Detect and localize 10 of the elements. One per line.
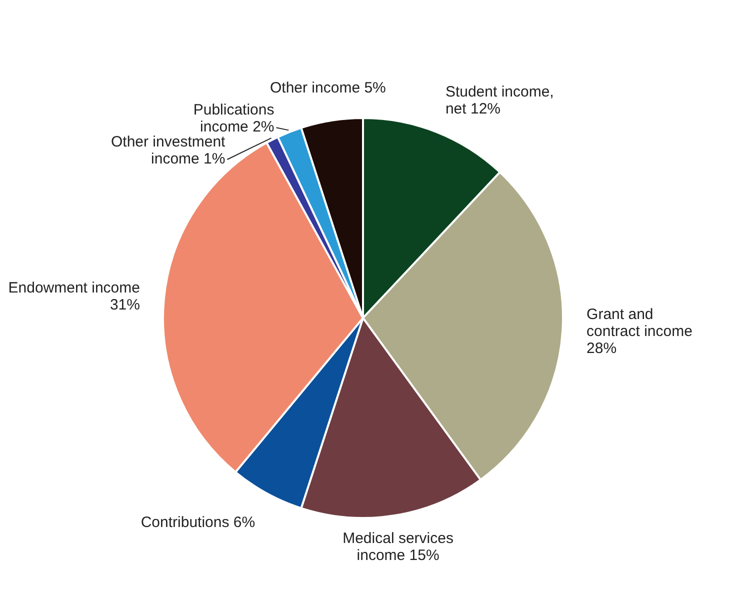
data-label: 31% [110, 296, 140, 314]
slice-label: Other investment income 1% [111, 133, 226, 168]
slice-label: Grant and contract income [586, 306, 692, 340]
slice-label: Medical services income 15% [342, 530, 454, 564]
slice-label: Other income 5% [270, 79, 386, 96]
slice-label: Contributions 6% [140, 514, 256, 531]
data-label: 28% [586, 340, 617, 358]
slice-label: Publications income 2% [193, 102, 274, 136]
slice-label: Student income, net 12% [445, 84, 554, 118]
slice-label: Endowment income [8, 279, 140, 296]
